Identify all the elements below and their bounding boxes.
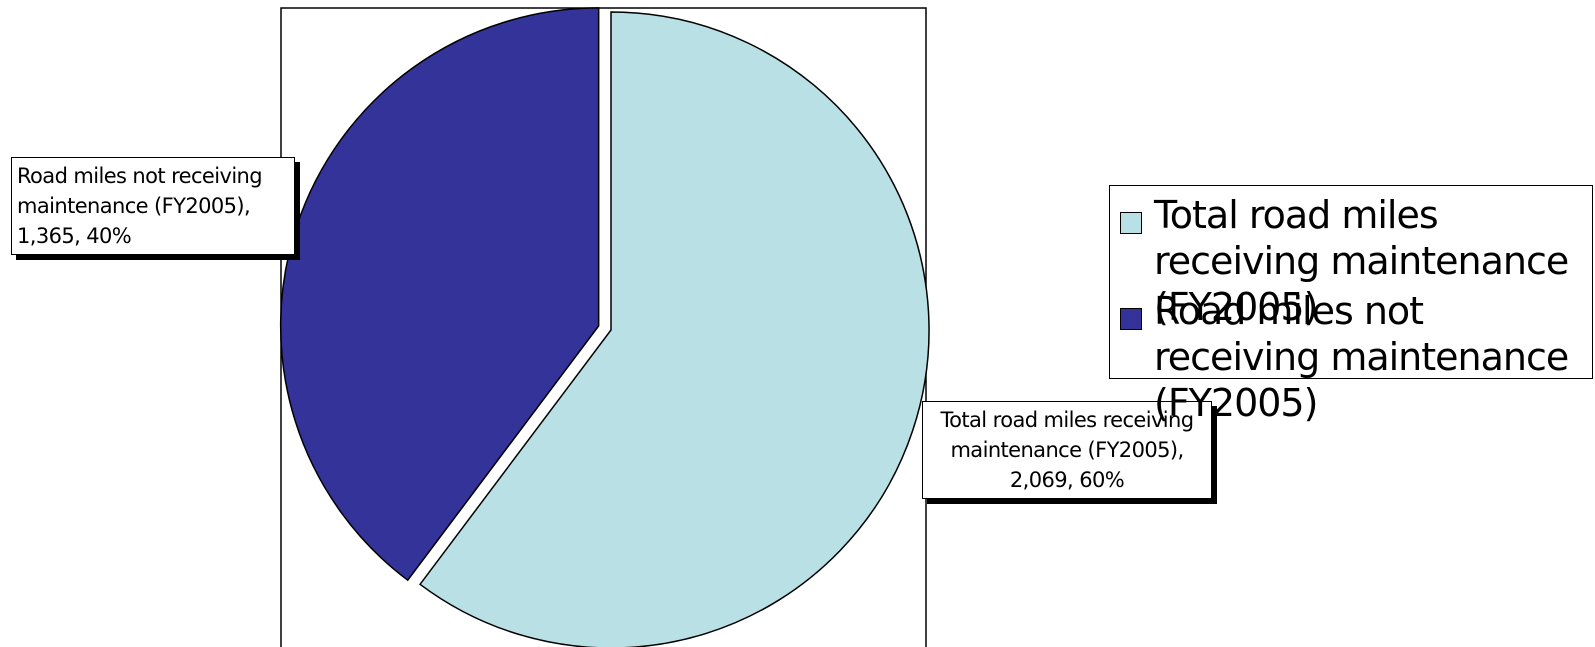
legend-label-total-receiving: Total road miles receiving maintenance (… <box>1154 193 1569 329</box>
legend: Total road miles receiving maintenance (… <box>1109 185 1593 425</box>
legend-label-not-receiving: Road miles not receiving maintenance (FY… <box>1154 289 1569 425</box>
pie-slices <box>279 7 930 647</box>
pie-slice-total-receiving <box>419 11 930 647</box>
data-label-slice-total-receiving: Total road miles receiving maintenance (… <box>922 401 1212 499</box>
pie-slice-not-receiving <box>279 7 600 582</box>
data-label-slice-not-receiving: Road miles not receiving maintenance (FY… <box>11 157 295 255</box>
legend-item-total-receiving: Total road miles receiving maintenance (… <box>1120 192 1590 330</box>
legend-item-not-receiving: Road miles not receiving maintenance (FY… <box>1120 288 1590 426</box>
legend-swatch-total-receiving <box>1120 212 1142 234</box>
legend-swatch-not-receiving <box>1120 308 1142 330</box>
